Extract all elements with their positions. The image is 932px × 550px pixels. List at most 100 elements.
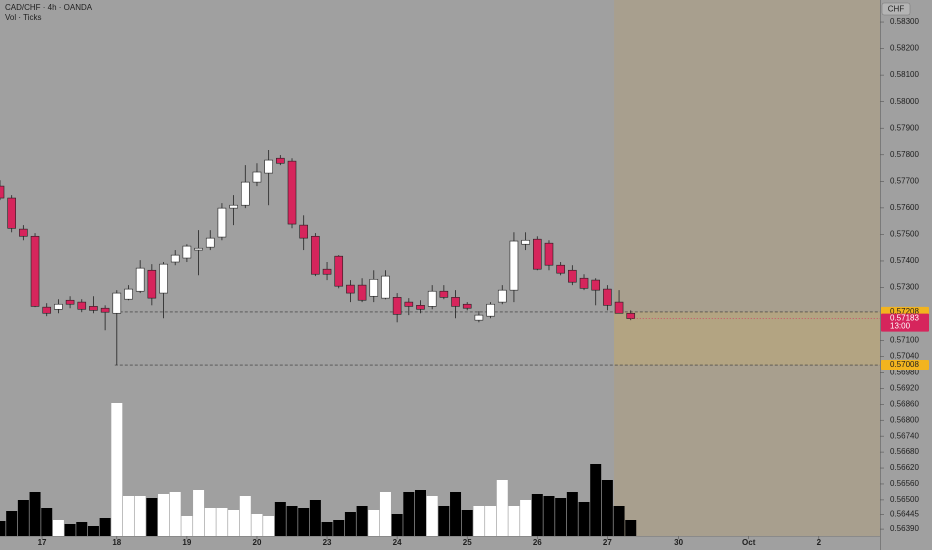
volume-bar: [286, 506, 298, 536]
candle-body: [264, 159, 273, 174]
candle-body: [357, 284, 367, 301]
candle-body: [54, 303, 63, 310]
volume-bar: [309, 500, 321, 536]
candle-body: [509, 240, 519, 291]
candle-body: [322, 268, 332, 275]
volume-bar: [368, 510, 380, 536]
volume-bar: [461, 510, 473, 536]
candle-body: [159, 263, 168, 294]
y-tick-label: 0.57400: [890, 256, 919, 265]
y-tick-label: 0.58200: [890, 44, 919, 53]
candle-body: [0, 185, 5, 199]
y-tick-label: 0.56860: [890, 399, 919, 408]
volume-bar: [122, 496, 134, 536]
volume-bar: [41, 508, 53, 536]
candle-body: [147, 269, 157, 299]
x-tick-label: 26: [533, 538, 542, 547]
currency-label[interactable]: CHF: [888, 5, 905, 14]
x-tick-label: 20: [253, 538, 262, 547]
volume-bar: [473, 506, 485, 536]
volume-bar: [146, 498, 158, 536]
candle-body: [7, 197, 16, 229]
level-label: 0.57008: [890, 360, 919, 369]
candle-body: [462, 303, 472, 309]
volume-bar: [134, 496, 146, 536]
level-label: 0.57208: [890, 307, 919, 316]
candle-body: [439, 290, 449, 298]
candle-body: [532, 238, 542, 270]
volume-bar: [0, 521, 6, 536]
volume-bar: [181, 516, 193, 536]
candle-body: [544, 242, 554, 266]
candle-body: [217, 207, 227, 238]
candle-body: [346, 284, 355, 294]
candle-body: [135, 267, 145, 292]
candle-body: [205, 237, 215, 248]
volume-bar: [52, 520, 64, 536]
candle-body: [19, 228, 28, 237]
y-tick-label: 0.57040: [890, 352, 919, 361]
candle-body: [556, 264, 565, 274]
candle-body: [381, 275, 390, 299]
volume-bar: [87, 526, 99, 536]
x-tick-label: 2: [817, 538, 822, 547]
volume-bar: [555, 498, 567, 536]
volume-bar: [403, 492, 415, 536]
volume-bar: [356, 506, 368, 536]
candle-body: [427, 290, 437, 307]
volume-bar: [414, 490, 426, 536]
level-label-box: [881, 360, 929, 371]
volume-bar: [251, 514, 263, 536]
candle-body: [194, 247, 203, 251]
x-tick-label: 24: [393, 538, 402, 547]
y-tick-label: 0.56500: [890, 495, 919, 504]
x-tick-label: 23: [323, 538, 332, 547]
volume-bar: [204, 508, 216, 536]
x-tick-label: 19: [182, 538, 191, 547]
x-tick-label: 25: [463, 538, 472, 547]
currency-box[interactable]: [881, 2, 911, 16]
volume-bar: [169, 492, 181, 536]
candle-body: [474, 314, 484, 321]
candle-body: [311, 235, 320, 275]
x-tick-label: 27: [603, 538, 612, 547]
countdown-label: 13:00: [890, 322, 911, 331]
candle-body: [229, 204, 238, 209]
volume-bar: [29, 492, 41, 536]
volume-bar: [438, 506, 450, 536]
volume-legend: Vol · Ticks: [5, 13, 41, 22]
candle-body: [276, 157, 285, 164]
candle-body: [299, 224, 308, 239]
volume-bar: [625, 520, 637, 536]
volume-bar: [531, 494, 543, 536]
candle-body: [626, 312, 636, 319]
volume-bar: [158, 494, 170, 536]
volume-bar: [391, 514, 403, 536]
candle-body: [77, 301, 87, 310]
y-tick-label: 0.56800: [890, 415, 919, 424]
volume-bar: [520, 500, 532, 536]
projection-zone: [614, 0, 880, 536]
volume-bar: [298, 508, 310, 536]
last-price-label: 0.57183: [890, 314, 919, 323]
y-tick-label: 0.57500: [890, 230, 919, 239]
y-tick-label: 0.56560: [890, 479, 919, 488]
volume-bar: [228, 510, 240, 536]
candle-body: [334, 255, 344, 287]
candle-body: [65, 299, 75, 305]
volume-bar: [193, 490, 205, 536]
y-tick-label: 0.56740: [890, 431, 919, 440]
candle-body: [252, 171, 262, 183]
candle-body: [603, 288, 612, 306]
y-tick-label: 0.57300: [890, 283, 919, 292]
volume-bar: [17, 500, 29, 536]
volume-bar: [590, 464, 602, 536]
candle-body: [182, 245, 192, 259]
candle-body: [591, 279, 600, 291]
candle-body: [497, 289, 507, 303]
candle-body: [521, 239, 530, 245]
volume-bar: [216, 508, 228, 536]
candle-body: [579, 277, 589, 289]
x-tick-label: 17: [38, 538, 47, 547]
y-tick-label: 0.58100: [890, 70, 919, 79]
